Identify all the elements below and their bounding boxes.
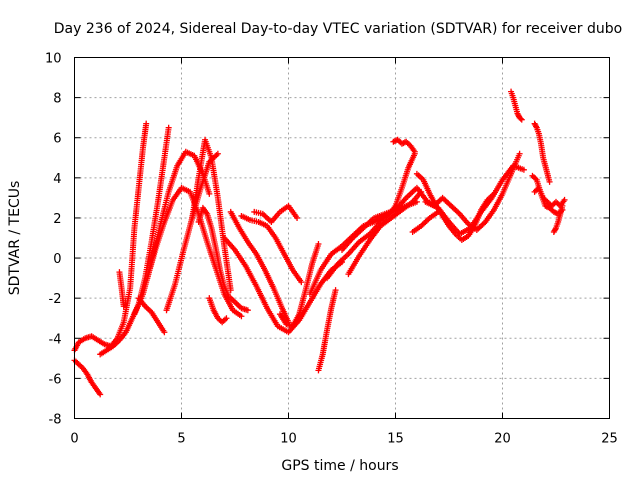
x-tick-label: 0 bbox=[70, 432, 78, 447]
y-tick-label: 2 bbox=[53, 212, 61, 227]
data-point bbox=[238, 313, 245, 320]
x-tick-label: 25 bbox=[601, 432, 618, 447]
data-point bbox=[332, 287, 339, 294]
x-tick-labels: 0 5 10 15 20 25 bbox=[70, 432, 617, 447]
series-s24 bbox=[422, 150, 523, 233]
x-tick-label: 20 bbox=[494, 432, 511, 447]
data-point bbox=[97, 391, 104, 398]
y-tick-label: 8 bbox=[53, 92, 61, 107]
plot-frame bbox=[74, 57, 610, 419]
data-point bbox=[546, 178, 553, 185]
y-axis-label: SDTVAR / TECUs bbox=[7, 181, 23, 296]
y-tick-label: -4 bbox=[49, 332, 62, 347]
series-s2 bbox=[71, 357, 104, 398]
series-s6 bbox=[135, 295, 168, 336]
series-s1 bbox=[71, 120, 150, 354]
y-tick-label: 6 bbox=[53, 132, 61, 147]
series-s26 bbox=[508, 88, 525, 123]
series-s14 bbox=[238, 212, 305, 286]
data-point bbox=[214, 150, 221, 157]
data-point bbox=[143, 120, 150, 127]
series-s15 bbox=[251, 202, 301, 225]
data-point bbox=[418, 188, 425, 195]
data-point bbox=[298, 279, 305, 286]
series-s29 bbox=[531, 184, 568, 209]
y-tick-label: 10 bbox=[45, 52, 62, 67]
y-tick-label: -8 bbox=[49, 413, 62, 428]
data-point bbox=[552, 226, 559, 233]
series-s10 bbox=[195, 204, 251, 314]
data-point bbox=[435, 208, 442, 215]
series-s11 bbox=[206, 295, 230, 326]
data-point bbox=[516, 150, 523, 157]
data-point bbox=[165, 124, 172, 131]
series-s13 bbox=[227, 208, 292, 326]
data-point bbox=[223, 315, 230, 322]
series-s25 bbox=[409, 208, 442, 235]
data-point bbox=[244, 307, 251, 314]
y-tick-label: 4 bbox=[53, 172, 61, 187]
data-point bbox=[206, 190, 213, 197]
series-s30 bbox=[550, 202, 566, 235]
grid-lines bbox=[74, 57, 610, 419]
series-s17 bbox=[315, 287, 339, 374]
chart-title: Day 236 of 2024, Sidereal Day-to-day VTE… bbox=[54, 21, 622, 37]
x-tick-label: 10 bbox=[280, 432, 297, 447]
series-s9 bbox=[189, 136, 234, 294]
series-s22 bbox=[390, 136, 418, 155]
x-tick-label: 5 bbox=[177, 432, 185, 447]
series-s27 bbox=[531, 120, 553, 185]
y-tick-labels: -8 -6 -4 -2 0 2 4 6 8 10 bbox=[45, 52, 62, 428]
data-point bbox=[490, 190, 497, 197]
x-tick-label: 15 bbox=[387, 432, 404, 447]
data-marks bbox=[71, 88, 568, 398]
data-point bbox=[561, 196, 568, 203]
series-s19 bbox=[324, 150, 418, 282]
y-tick-label: -2 bbox=[49, 292, 62, 307]
data-point bbox=[161, 329, 168, 336]
data-point bbox=[294, 214, 301, 221]
y-tick-label: 0 bbox=[53, 252, 61, 267]
data-point bbox=[315, 241, 322, 248]
series-s16 bbox=[276, 241, 322, 330]
series-s20 bbox=[339, 198, 420, 254]
x-axis-label: GPS time / hours bbox=[281, 458, 398, 474]
data-point bbox=[559, 202, 566, 209]
data-point bbox=[517, 115, 524, 122]
data-point bbox=[411, 148, 418, 155]
series-s4 bbox=[116, 269, 127, 310]
data-point bbox=[518, 116, 525, 123]
data-point bbox=[533, 123, 540, 130]
data-point bbox=[520, 166, 527, 173]
data-point bbox=[120, 303, 127, 310]
y-tick-label: -6 bbox=[49, 372, 62, 387]
series-s21 bbox=[345, 188, 425, 278]
